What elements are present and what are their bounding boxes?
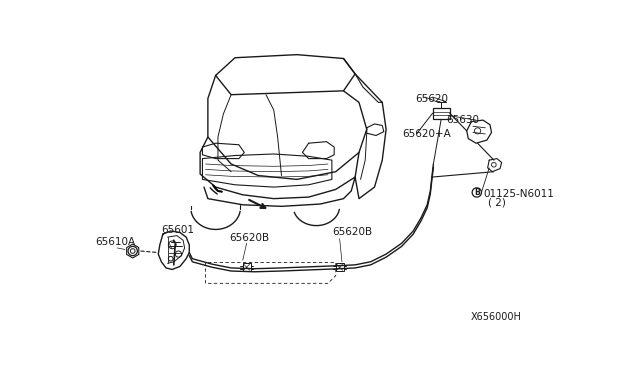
- Text: 65620B: 65620B: [332, 227, 372, 237]
- Text: ( 2): ( 2): [488, 197, 506, 207]
- Bar: [433, 108, 450, 119]
- Text: 65620: 65620: [415, 94, 449, 104]
- Text: B: B: [474, 188, 479, 197]
- Bar: [243, 263, 250, 271]
- Text: 65620B: 65620B: [229, 233, 269, 243]
- Text: 01125-N6011: 01125-N6011: [484, 189, 555, 199]
- Bar: [336, 263, 344, 271]
- Text: 65620+A: 65620+A: [403, 129, 451, 140]
- Text: 65610A: 65610A: [95, 237, 136, 247]
- Text: X656000H: X656000H: [471, 312, 522, 322]
- Text: 65601: 65601: [161, 225, 195, 235]
- Text: 65630: 65630: [446, 115, 479, 125]
